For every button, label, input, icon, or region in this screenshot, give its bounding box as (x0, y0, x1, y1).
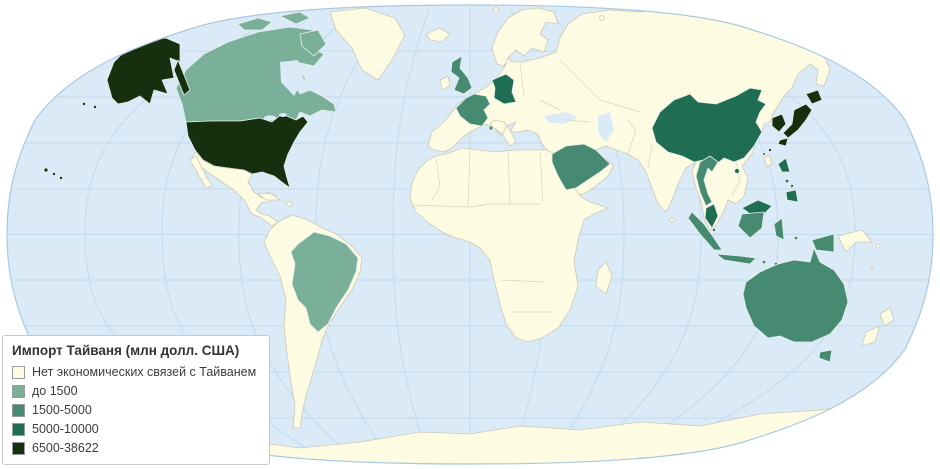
legend-label: 5000-10000 (32, 422, 99, 436)
china-hainan (734, 168, 740, 174)
legend-label: Нет экономических связей с Тайванем (32, 365, 257, 379)
black-sea (544, 112, 578, 124)
new-zealand-north[interactable] (879, 307, 895, 327)
usa-aleutians2 (93, 105, 98, 110)
legend-item[interactable]: Нет экономических связей с Тайванем (12, 365, 259, 379)
canada-baffin-island[interactable] (299, 29, 327, 57)
indonesia-java[interactable] (715, 253, 757, 265)
usa-aleutians (82, 102, 87, 107)
svalbard-islands (493, 7, 499, 13)
country-cuba[interactable] (257, 192, 281, 201)
country-ireland[interactable] (439, 75, 451, 91)
country-china[interactable] (651, 87, 767, 167)
usa-alaska-panhandle[interactable] (173, 59, 191, 96)
france-corsica (488, 125, 494, 131)
indonesia-lesser-sunda (761, 259, 767, 265)
indonesia-sulawesi[interactable] (773, 217, 785, 241)
philippines-visayas (784, 178, 790, 184)
usa-hawaii3 (59, 175, 64, 180)
legend-label: до 1500 (32, 384, 78, 398)
japan-hokkaido[interactable] (805, 89, 823, 105)
legend-swatch-class2 (12, 403, 25, 417)
country-madagascar[interactable] (595, 261, 613, 295)
country-greenland[interactable] (329, 7, 406, 81)
philippines-luzon[interactable] (777, 157, 791, 173)
country-papua-new-guinea[interactable] (837, 229, 873, 253)
legend-swatch-class1 (12, 384, 25, 398)
legend-label: 6500-38622 (32, 441, 99, 455)
canada-arctic-islands[interactable] (237, 17, 273, 31)
country-taiwan[interactable] (763, 154, 773, 168)
legend-swatch-class3 (12, 422, 25, 436)
sri-lanka (669, 217, 675, 223)
legend-item[interactable]: 5000-10000 (12, 422, 259, 436)
hudson-bay (280, 60, 304, 96)
japan-ryukyu2 (762, 152, 766, 156)
legend-swatch-class4 (12, 441, 25, 455)
country-south-korea[interactable] (771, 113, 787, 133)
country-iceland[interactable] (425, 27, 451, 43)
indonesia-moluccas (793, 235, 799, 241)
png-new-britain (875, 243, 881, 249)
country-germany[interactable] (491, 73, 517, 105)
country-france[interactable] (455, 93, 491, 127)
legend-item[interactable]: 1500-5000 (12, 403, 259, 417)
indonesia-kalimantan[interactable] (737, 211, 765, 239)
country-singapore[interactable] (712, 227, 717, 232)
country-australia[interactable] (742, 247, 849, 343)
great-lakes2 (279, 113, 287, 117)
country-saudi-arabia[interactable] (551, 143, 611, 191)
legend-item[interactable]: до 1500 (12, 384, 259, 398)
legend-title: Импорт Тайваня (млн долл. США) (12, 343, 240, 358)
country-scandinavia[interactable] (491, 7, 559, 67)
legend: Импорт Тайваня (млн долл. США) Нет эконо… (2, 335, 270, 465)
usa-hawaii[interactable] (43, 167, 49, 173)
new-zealand-south[interactable] (861, 325, 881, 347)
usa-hawaii2 (52, 171, 57, 176)
country-mexico[interactable] (191, 151, 279, 227)
australia-tasmania[interactable] (818, 349, 833, 363)
legend-swatch-nodata (12, 365, 25, 379)
country-thailand[interactable] (695, 155, 719, 207)
philippines-mindanao[interactable] (785, 189, 799, 203)
japan-kyushu[interactable] (777, 137, 789, 147)
country-hispaniola[interactable] (284, 201, 294, 208)
indonesia-west-papua[interactable] (811, 233, 835, 253)
caspian-sea (598, 112, 614, 142)
philippines-visayas2 (790, 183, 795, 188)
country-brazil[interactable] (290, 231, 359, 333)
legend-label: 1500-5000 (32, 403, 92, 417)
canada-arctic-islands2[interactable] (279, 11, 311, 25)
country-japan[interactable] (782, 103, 813, 139)
great-lakes (264, 115, 276, 121)
country-africa-nodata[interactable] (409, 147, 609, 343)
japan-ryukyu (768, 148, 772, 152)
legend-item[interactable]: 6500-38622 (12, 441, 259, 455)
country-malaysia[interactable] (704, 203, 719, 229)
mexico-baja[interactable] (189, 155, 213, 189)
country-uk[interactable] (450, 55, 473, 95)
indonesia-sumatra[interactable] (687, 211, 723, 251)
country-eurasia-nodata[interactable] (427, 7, 847, 231)
pacific-island (870, 265, 875, 270)
novaya-zemlya (599, 15, 605, 21)
